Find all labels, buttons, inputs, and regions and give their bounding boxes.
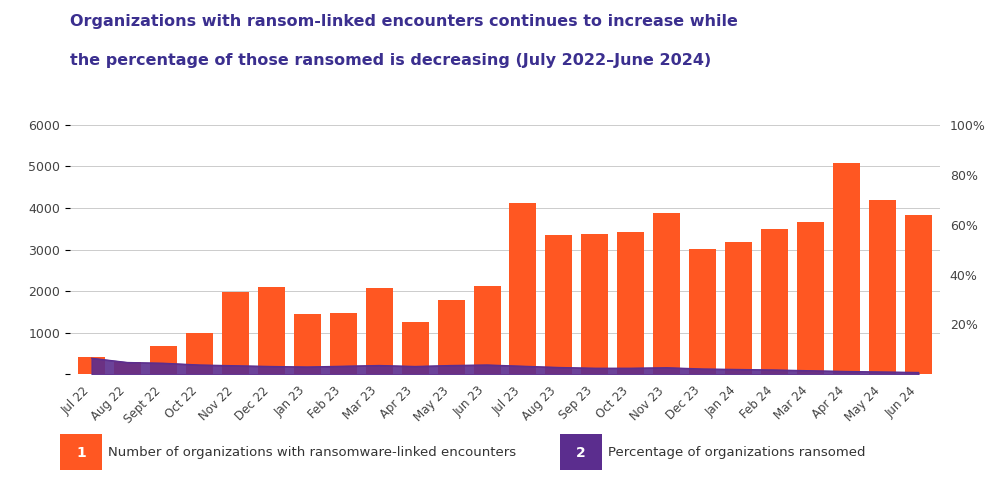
Bar xyxy=(725,242,752,374)
Bar xyxy=(617,232,644,374)
Bar xyxy=(438,300,465,374)
Bar xyxy=(474,286,501,374)
Text: 2: 2 xyxy=(576,445,586,460)
Bar xyxy=(366,288,393,374)
Text: the percentage of those ransomed is decreasing (July 2022–June 2024): the percentage of those ransomed is decr… xyxy=(70,53,711,68)
Bar xyxy=(689,249,716,374)
Bar xyxy=(581,234,608,374)
Text: Percentage of organizations ransomed: Percentage of organizations ransomed xyxy=(608,446,866,459)
Bar xyxy=(150,346,177,374)
Bar xyxy=(905,216,932,374)
Text: Organizations with ransom-linked encounters continues to increase while: Organizations with ransom-linked encount… xyxy=(70,14,738,29)
Bar xyxy=(114,362,141,374)
Bar xyxy=(797,222,824,374)
Bar xyxy=(78,357,105,374)
Bar xyxy=(653,213,680,374)
Bar xyxy=(869,200,896,374)
Bar xyxy=(330,313,357,374)
Bar xyxy=(402,322,429,374)
Bar xyxy=(833,163,860,374)
Bar xyxy=(509,203,536,374)
Bar xyxy=(545,235,572,374)
Bar xyxy=(186,333,213,374)
Bar xyxy=(258,287,285,374)
Text: Number of organizations with ransomware-linked encounters: Number of organizations with ransomware-… xyxy=(108,446,516,459)
Bar xyxy=(222,292,249,374)
Bar xyxy=(294,314,321,374)
Bar xyxy=(761,229,788,374)
Text: 1: 1 xyxy=(76,445,86,460)
